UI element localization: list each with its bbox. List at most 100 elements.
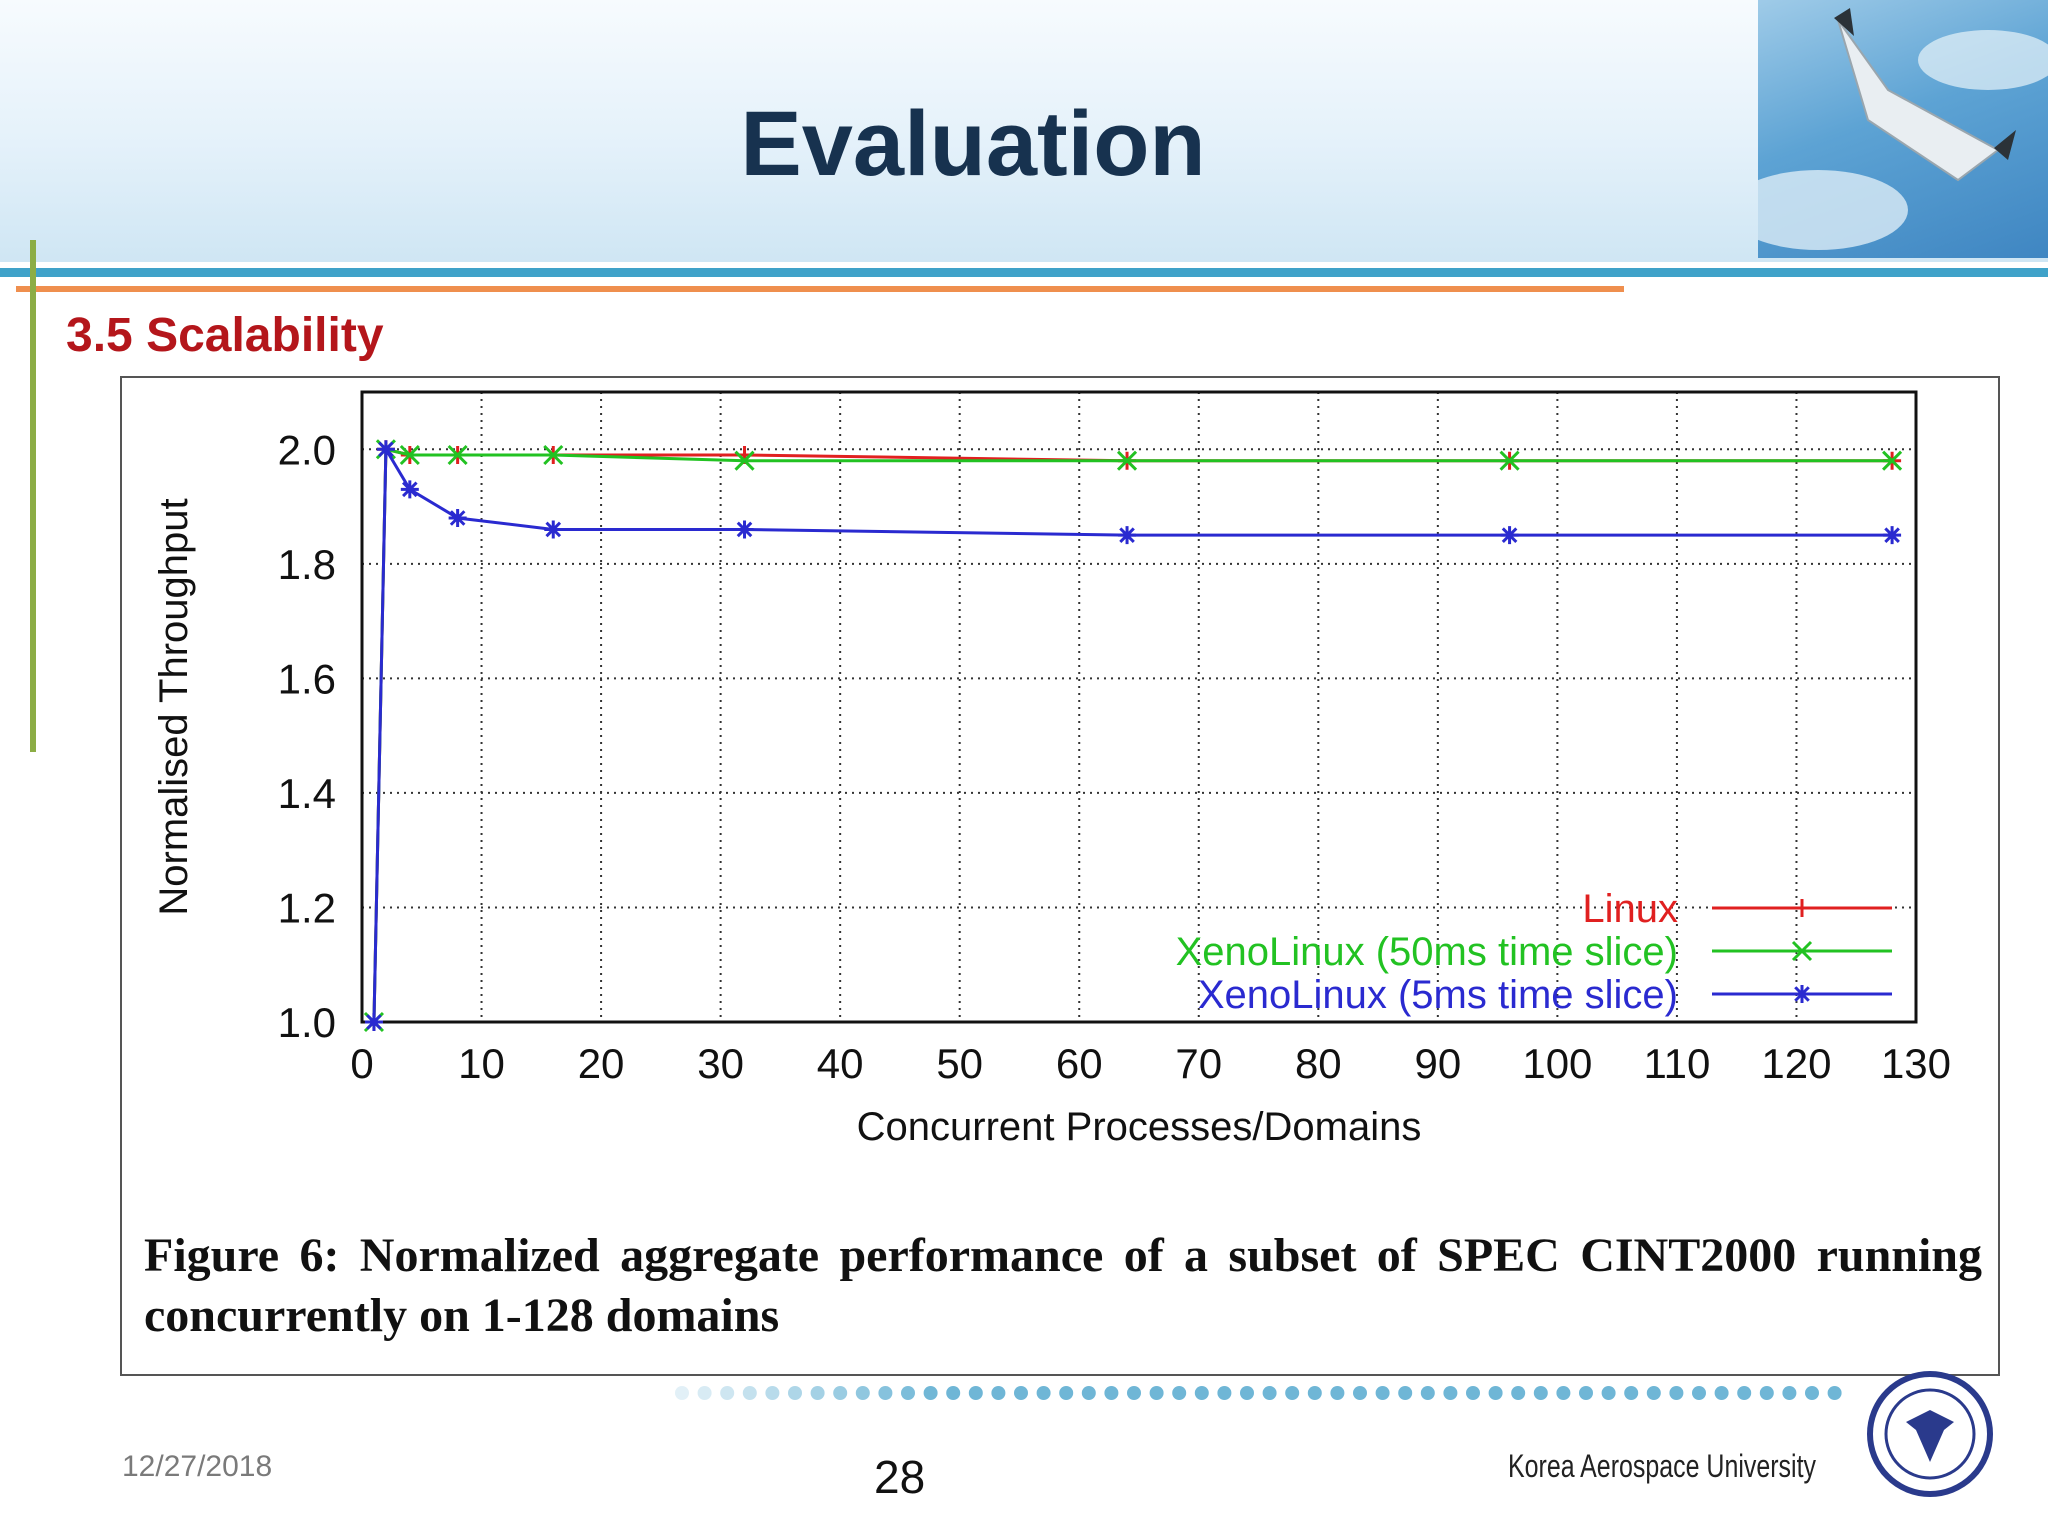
header-plane-image xyxy=(1758,0,2048,258)
divider-dot xyxy=(1601,1386,1616,1400)
x-tick-label: 10 xyxy=(458,1040,505,1087)
x-tick-label: 50 xyxy=(936,1040,983,1087)
y-tick-label: 1.4 xyxy=(278,770,336,817)
divider-dot xyxy=(1149,1386,1164,1400)
divider-dot xyxy=(1127,1386,1141,1400)
divider-dot xyxy=(1081,1386,1096,1400)
y-tick-label: 1.8 xyxy=(278,541,336,588)
divider-dot xyxy=(1624,1386,1639,1400)
divider-dot xyxy=(675,1386,689,1400)
legend-label: Linux xyxy=(1582,887,1678,931)
data-point xyxy=(1499,450,1520,471)
divider-dot xyxy=(1443,1386,1458,1400)
divider-dot xyxy=(946,1386,961,1400)
legend-marker xyxy=(1793,985,1811,1003)
side-rule-green xyxy=(30,240,36,752)
data-point xyxy=(1883,526,1902,545)
divider-dot xyxy=(742,1386,757,1400)
x-tick-label: 90 xyxy=(1414,1040,1461,1087)
x-tick-label: 80 xyxy=(1295,1040,1342,1087)
divider-dot xyxy=(697,1386,712,1400)
divider-dot xyxy=(1330,1386,1345,1400)
divider-dot xyxy=(1217,1386,1232,1400)
data-point xyxy=(448,509,467,527)
x-tick-label: 70 xyxy=(1175,1040,1222,1087)
divider-dot xyxy=(1466,1386,1480,1400)
divider-dot xyxy=(901,1386,915,1400)
divider-dot xyxy=(788,1386,802,1400)
section-title: 3.5 Scalability xyxy=(66,309,384,362)
x-tick-label: 60 xyxy=(1056,1040,1103,1087)
x-tick-label: 100 xyxy=(1522,1040,1592,1087)
x-tick-label: 0 xyxy=(350,1040,373,1087)
divider-dot xyxy=(1262,1386,1277,1400)
divider-dot xyxy=(720,1386,735,1400)
divider-dot xyxy=(855,1386,870,1400)
university-seal-icon xyxy=(1867,1371,1993,1497)
y-axis-label: Normalised Throughput xyxy=(152,498,196,915)
legend-label: XenoLinux (50ms time slice) xyxy=(1176,930,1678,974)
header-rule-blue xyxy=(0,268,2048,277)
data-point xyxy=(543,444,564,466)
header-band xyxy=(0,0,2048,262)
divider-dot xyxy=(1285,1386,1300,1400)
divider-dot xyxy=(1240,1386,1254,1400)
divider-dot xyxy=(1692,1386,1706,1400)
plot-frame xyxy=(360,390,1918,1024)
divider-dot xyxy=(1669,1386,1684,1400)
divider-dot xyxy=(1805,1386,1819,1400)
divider-dot xyxy=(1014,1386,1028,1400)
divider-dot xyxy=(1737,1386,1752,1400)
divider-dot xyxy=(991,1386,1006,1400)
divider-dot xyxy=(1714,1386,1729,1400)
figure-frame: 0 10 20 30 40 50 60 70 80 90 100 110 120 130 1.0 1.2 1.4… xyxy=(120,376,2000,1376)
footer-date: 12/27/2018 xyxy=(122,1450,273,1483)
data-point xyxy=(447,444,468,466)
divider-dot xyxy=(765,1386,780,1400)
university-name: Korea Aerospace University xyxy=(1508,1448,1816,1484)
data-point xyxy=(735,520,754,539)
divider-dot xyxy=(1646,1386,1661,1400)
data-point xyxy=(1500,526,1519,545)
data-point xyxy=(376,440,395,459)
divider-dot xyxy=(1104,1386,1119,1400)
divider-dot xyxy=(1375,1386,1390,1400)
divider-dot xyxy=(1827,1386,1842,1400)
divider-dot xyxy=(1059,1386,1074,1400)
x-axis-label: Concurrent Processes/Domains xyxy=(857,1105,1422,1149)
x-tick-label: 110 xyxy=(1643,1040,1710,1087)
legend-marker xyxy=(1791,940,1813,962)
y-tick-label: 2.0 xyxy=(278,426,336,473)
y-tick-label: 1.6 xyxy=(278,655,336,702)
data-point xyxy=(399,444,420,466)
y-tick-label: 1.2 xyxy=(278,884,336,931)
legend-label: XenoLinux (5ms time slice) xyxy=(1198,973,1678,1017)
divider-dot xyxy=(1579,1386,1593,1400)
x-tick-label: 30 xyxy=(697,1040,744,1087)
divider-dot xyxy=(1511,1386,1526,1400)
y-tick-label: 1.0 xyxy=(278,999,336,1046)
legend-marker xyxy=(1793,899,1811,917)
data-point xyxy=(734,450,755,471)
divider-dot xyxy=(1194,1386,1209,1400)
x-tick-label: 20 xyxy=(578,1040,625,1087)
page-number: 28 xyxy=(874,1451,926,1503)
figure-caption: Figure 6: Normalized aggregate performan… xyxy=(144,1229,1982,1342)
divider-dot xyxy=(810,1386,825,1400)
divider-dot xyxy=(1556,1386,1571,1400)
throughput-chart: 0 10 20 30 40 50 60 70 80 90 100 110 120 130 1.0 1.2 1.4… xyxy=(152,390,1951,1149)
x-tick-label: 40 xyxy=(817,1040,864,1087)
dot-divider xyxy=(675,1386,1842,1400)
x-tick-label: 120 xyxy=(1761,1040,1831,1087)
divider-dot xyxy=(1488,1386,1503,1400)
data-point xyxy=(364,1013,383,1031)
data-point xyxy=(1118,526,1137,545)
divider-dot xyxy=(1533,1386,1548,1400)
divider-dot xyxy=(1398,1386,1413,1400)
divider-dot xyxy=(968,1386,983,1400)
divider-dot xyxy=(1353,1386,1367,1400)
divider-dot xyxy=(878,1386,893,1400)
slide-title: Evaluation xyxy=(740,93,1206,195)
header-rule-orange xyxy=(16,286,1624,292)
x-tick-label: 130 xyxy=(1881,1040,1951,1087)
